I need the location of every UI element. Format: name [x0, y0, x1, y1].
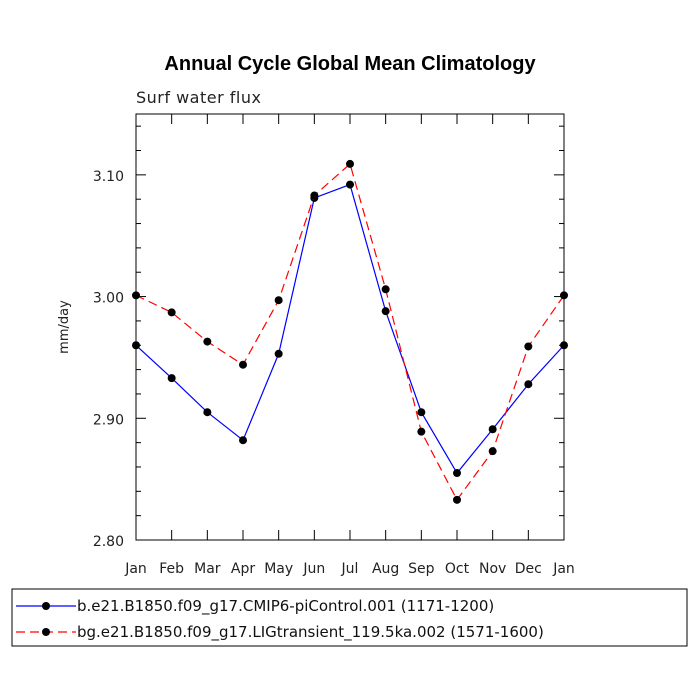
data-point — [167, 308, 176, 317]
data-point — [274, 349, 283, 358]
legend-marker — [42, 628, 50, 636]
x-tick-label: Aug — [372, 561, 399, 577]
y-tick-label: 2.90 — [93, 412, 124, 428]
x-tick-label: Apr — [231, 561, 255, 577]
x-tick-label: Jan — [552, 561, 575, 577]
x-axis-tick-labels: Jan Feb Mar Apr May Jun Jul Aug Sep Oct Nov Dec Jan — [124, 561, 575, 577]
x-tick-label: Feb — [159, 561, 184, 577]
x-tick-label: Sep — [408, 561, 435, 577]
x-tick-label: Mar — [194, 561, 221, 577]
x-tick-label: Dec — [515, 561, 542, 577]
x-tick-label: Jan — [124, 561, 147, 577]
x-tick-label: Oct — [445, 561, 470, 577]
data-point — [239, 436, 247, 445]
data-point — [203, 408, 212, 417]
data-point — [488, 447, 497, 456]
data-point — [560, 341, 568, 350]
data-point — [381, 307, 390, 316]
series-layer — [132, 159, 568, 504]
x-axis-ticks — [135, 114, 565, 540]
series-2 — [132, 159, 568, 504]
data-point — [132, 341, 140, 350]
data-point — [132, 291, 140, 300]
legend-label: bg.e21.B1850.f09_g17.LIGtransient_119.5k… — [77, 623, 544, 642]
legend-label: b.e21.B1850.f09_g17.CMIP6-piControl.001 … — [77, 597, 494, 616]
y-tick-label: 2.80 — [93, 534, 124, 550]
x-tick-label: Jun — [302, 561, 325, 577]
legend: b.e21.B1850.f09_g17.CMIP6-piControl.001 … — [16, 597, 544, 642]
plot-frame — [135, 113, 565, 541]
data-point — [239, 360, 247, 369]
data-point — [381, 285, 390, 294]
data-point — [524, 342, 533, 351]
y-tick-label: 3.10 — [93, 169, 124, 185]
legend-item-2: bg.e21.B1850.f09_g17.LIGtransient_119.5k… — [16, 623, 544, 642]
data-point — [524, 380, 533, 389]
legend-box — [11, 588, 688, 647]
data-point — [346, 180, 354, 189]
data-point — [488, 425, 497, 434]
data-point — [203, 337, 212, 346]
legend-marker — [42, 602, 50, 610]
y-axis-label: mm/day — [57, 300, 72, 354]
legend-item-1: b.e21.B1850.f09_g17.CMIP6-piControl.001 … — [16, 597, 494, 616]
chart-title: Annual Cycle Global Mean Climatology — [164, 53, 536, 75]
data-point — [417, 427, 426, 436]
data-point — [453, 469, 461, 478]
data-point — [310, 191, 319, 200]
data-point — [417, 408, 426, 417]
x-tick-label: Nov — [479, 561, 506, 577]
data-point — [453, 495, 461, 504]
series-1 — [132, 180, 568, 478]
chart-subtitle: Surf water flux — [136, 88, 261, 107]
y-tick-label: 3.00 — [93, 291, 124, 307]
data-point — [346, 159, 354, 168]
data-point — [274, 296, 283, 305]
series-line-2 — [135, 162, 565, 501]
data-point — [560, 291, 568, 300]
series-line-1 — [135, 183, 565, 475]
y-axis-tick-labels: 2.80 2.90 3.00 3.10 — [93, 169, 124, 550]
x-tick-label: May — [264, 561, 293, 577]
x-tick-label: Jul — [341, 561, 359, 577]
data-point — [167, 374, 176, 383]
